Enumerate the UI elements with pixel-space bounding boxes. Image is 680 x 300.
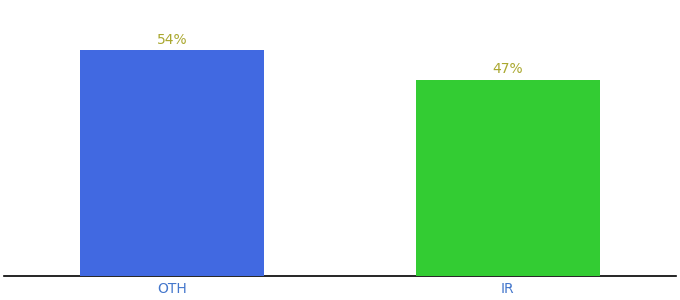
Text: 54%: 54% <box>157 33 188 47</box>
Bar <box>415 80 600 276</box>
Bar <box>80 50 265 276</box>
Text: 47%: 47% <box>492 62 523 76</box>
